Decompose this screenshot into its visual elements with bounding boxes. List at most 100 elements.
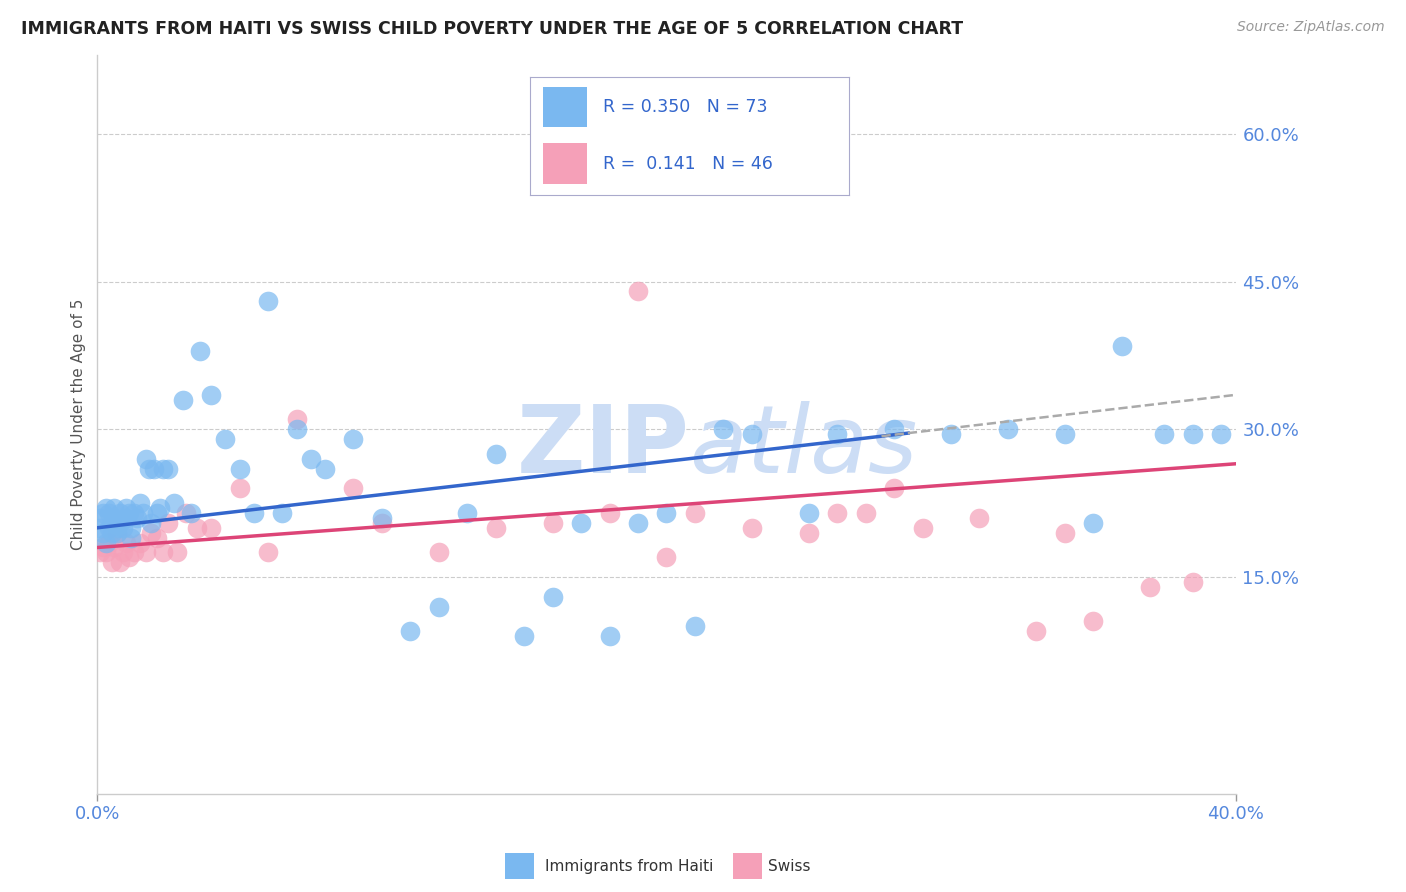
Point (1211, 427, 1233, 442)
Point (683, 619, 706, 633)
Point (188, 343, 211, 358)
Point (541, 516, 564, 530)
Point (741, 521, 763, 535)
Text: Swiss: Swiss (768, 859, 811, 873)
Y-axis label: Child Poverty Under the Age of 5: Child Poverty Under the Age of 5 (72, 299, 86, 550)
Point (111, 521, 134, 535)
Point (146, 506, 169, 520)
Point (711, 422, 734, 436)
Point (91, 525, 114, 540)
Point (121, 521, 143, 535)
Point (103, 541, 125, 555)
Point (342, 432, 364, 446)
Point (456, 506, 478, 520)
Point (141, 525, 163, 540)
Point (146, 531, 169, 545)
Point (152, 461, 174, 475)
Point (825, 427, 848, 442)
Point (599, 506, 621, 520)
Point (114, 511, 136, 525)
Point (97, 521, 120, 535)
Point (163, 496, 186, 510)
Point (855, 506, 877, 520)
Point (89, 511, 111, 525)
Point (243, 506, 266, 520)
Point (124, 506, 146, 520)
Point (1083, 615, 1105, 629)
Point (94, 501, 117, 516)
Text: Immigrants from Haiti: Immigrants from Haiti (544, 859, 713, 873)
Bar (733, 853, 762, 880)
Point (911, 521, 934, 535)
Point (1181, 427, 1204, 442)
Point (138, 461, 160, 475)
Point (105, 525, 128, 540)
Point (683, 506, 706, 520)
Point (342, 482, 364, 496)
Point (132, 506, 155, 520)
Point (180, 506, 202, 520)
Point (883, 482, 905, 496)
Point (91, 506, 114, 520)
Point (314, 461, 336, 475)
Point (271, 506, 294, 520)
Point (200, 521, 222, 535)
Point (108, 555, 131, 569)
Point (100, 516, 122, 530)
Point (114, 535, 136, 549)
Point (108, 516, 131, 530)
Point (513, 629, 536, 643)
Point (939, 427, 962, 442)
Point (1139, 580, 1161, 594)
Point (485, 521, 508, 535)
Point (1025, 624, 1047, 639)
Point (111, 545, 134, 559)
Point (228, 482, 250, 496)
Point (103, 501, 125, 516)
Point (174, 506, 197, 520)
Point (214, 432, 236, 446)
Point (186, 521, 208, 535)
Point (103, 511, 125, 525)
Point (100, 525, 122, 540)
Point (427, 545, 450, 559)
Text: IMMIGRANTS FROM HAITI VS SWISS CHILD POVERTY UNDER THE AGE OF 5 CORRELATION CHAR: IMMIGRANTS FROM HAITI VS SWISS CHILD POV… (21, 20, 963, 37)
Point (655, 506, 678, 520)
Point (166, 545, 188, 559)
Text: ZIP: ZIP (516, 401, 689, 492)
Point (655, 550, 678, 565)
Point (129, 496, 152, 510)
Point (108, 506, 131, 520)
Point (285, 412, 308, 426)
Point (797, 506, 820, 520)
Point (797, 525, 820, 540)
Point (97, 506, 120, 520)
Bar (505, 853, 534, 880)
Point (135, 451, 157, 466)
Point (118, 550, 141, 565)
Point (825, 506, 848, 520)
Point (127, 511, 149, 525)
Point (152, 545, 174, 559)
Point (94, 545, 117, 559)
Point (371, 511, 394, 525)
Point (89, 545, 111, 559)
Point (969, 511, 991, 525)
Point (1053, 525, 1076, 540)
Point (541, 590, 564, 604)
Point (883, 422, 905, 436)
Point (135, 545, 157, 559)
Point (124, 545, 146, 559)
Point (627, 285, 650, 299)
Point (228, 461, 250, 475)
Point (371, 516, 394, 530)
Point (1153, 427, 1175, 442)
Point (627, 516, 650, 530)
Text: atlas: atlas (689, 401, 918, 492)
Point (1181, 574, 1204, 589)
Point (157, 461, 180, 475)
Point (485, 447, 508, 461)
Point (114, 501, 136, 516)
Point (121, 531, 143, 545)
Point (157, 516, 180, 530)
